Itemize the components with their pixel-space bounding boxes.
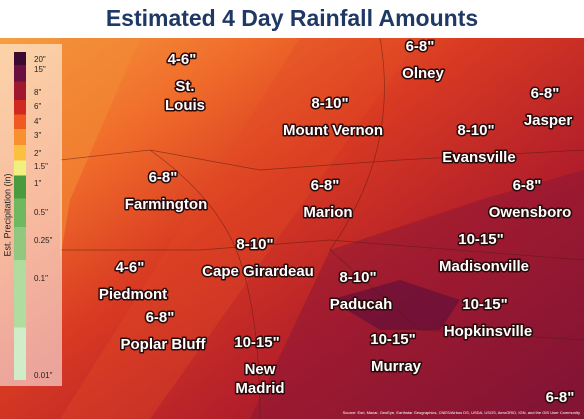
legend-swatch xyxy=(14,65,26,82)
place-name: Owensboro xyxy=(489,204,572,221)
legend: Est. Precipitation (in) 20"15" 8" 6" 4" 3" 2"… xyxy=(0,44,62,386)
legend-label: 4" xyxy=(34,117,41,126)
rain-amount: 10-15" xyxy=(458,231,503,248)
rain-amount: 6-8" xyxy=(149,169,178,186)
boundaries xyxy=(59,37,584,419)
legend-swatch xyxy=(14,81,26,100)
light-band xyxy=(60,38,140,260)
rain-amount: 6-8" xyxy=(513,177,542,194)
place-name: Louis xyxy=(165,97,205,114)
place-name: Olney xyxy=(402,65,444,82)
place-name: Murray xyxy=(371,358,422,375)
rain-amount: 8-10" xyxy=(311,95,348,112)
place-name: Evansville xyxy=(442,149,515,166)
title-bar xyxy=(0,0,584,38)
legend-swatch xyxy=(14,175,26,199)
place-name: Marion xyxy=(303,204,352,221)
heaviest-core xyxy=(330,280,460,330)
rain-amount: 6-8" xyxy=(531,85,560,102)
legend-label: 6" xyxy=(34,102,41,111)
place-name: Hopkinsville xyxy=(444,323,532,340)
legend-title: Est. Precipitation (in) xyxy=(2,173,12,256)
legend-swatch xyxy=(14,327,26,380)
legend-label: 15" xyxy=(34,65,46,74)
rain-amount: 6-8" xyxy=(146,309,175,326)
place-name: Madisonville xyxy=(439,258,529,275)
legend-swatch xyxy=(14,114,26,129)
legend-swatch xyxy=(14,129,26,145)
legend-label: 1.5" xyxy=(34,162,48,171)
legend-panel xyxy=(0,44,62,386)
legend-swatch xyxy=(14,145,26,161)
legend-label: 0.01" xyxy=(34,371,53,380)
rain-amount: 8-10" xyxy=(457,122,494,139)
rain-amount: 10-15" xyxy=(370,331,415,348)
map xyxy=(0,37,584,419)
rain-band xyxy=(60,38,420,419)
attribution: Source: Esri, Maxar, GeoEye, Earthstar G… xyxy=(343,410,580,415)
legend-label: 0.1" xyxy=(34,274,48,283)
legend-label: 1" xyxy=(34,179,41,188)
place-name: St. xyxy=(175,78,194,95)
rain-amount: 6-8" xyxy=(406,38,435,55)
legend-label: 0.5" xyxy=(34,208,48,217)
place-name: Jasper xyxy=(524,112,573,129)
rain-amount: 6-8" xyxy=(311,177,340,194)
legend-label: 8" xyxy=(34,88,41,97)
legend-swatch xyxy=(14,260,26,328)
legend-swatch xyxy=(14,227,26,260)
place-name: Madrid xyxy=(235,380,284,397)
rain-amount: 10-15" xyxy=(234,334,279,351)
map-title: Estimated 4 Day Rainfall Amounts xyxy=(106,5,478,31)
place-name: New xyxy=(245,361,276,378)
rain-amount: 4-6" xyxy=(168,51,197,68)
places: 4-6" St. Louis 6-8" Olney 8-10" Mount Vernon 6-… xyxy=(97,36,576,407)
rain-amount: 10-15" xyxy=(462,296,507,313)
legend-label: 0.25" xyxy=(34,236,53,245)
legend-swatch xyxy=(14,160,26,176)
legend-label: 3" xyxy=(34,131,41,140)
legend-swatch xyxy=(14,100,26,115)
rain-amount: 6-8" xyxy=(546,389,575,406)
place-name: Paducah xyxy=(330,296,393,313)
rain-amount: 8-10" xyxy=(339,269,376,286)
rain-amount: 8-10" xyxy=(236,236,273,253)
rain-amount: 4-6" xyxy=(116,259,145,276)
legend-swatch xyxy=(14,198,26,227)
place-name: Mount Vernon xyxy=(283,122,383,139)
place-name: Piedmont xyxy=(99,286,167,303)
place-name: Farmington xyxy=(125,196,208,213)
legend-swatch xyxy=(14,52,26,65)
place-name: Cape Girardeau xyxy=(202,263,314,280)
place-name: Poplar Bluff xyxy=(121,336,207,353)
legend-label: 2" xyxy=(34,149,41,158)
legend-label: 20" xyxy=(34,55,46,64)
